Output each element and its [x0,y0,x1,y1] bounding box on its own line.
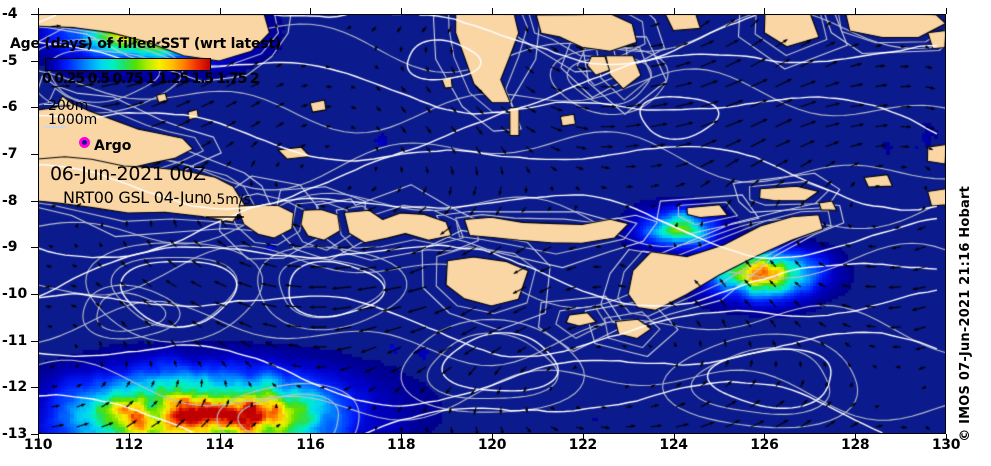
y-tick [31,434,38,435]
depth-1000-label: 1000m [48,112,98,128]
x-tick [38,434,39,440]
x-tick [128,434,130,440]
x-axis-label: 114 [205,437,234,453]
depth-1000-line-sample [44,126,66,128]
x-tick [401,434,403,440]
velocity-scale-arrow-icon [206,214,244,220]
datestamp-main: 06-Jun-2021 00Z [50,163,206,185]
x-tick [946,8,947,14]
x-tick [38,8,39,14]
x-tick [582,8,584,14]
x-tick [946,434,947,440]
y-tick [31,340,38,342]
y-tick [31,294,38,295]
x-tick [673,8,675,14]
x-tick [764,434,766,440]
colorbar-gradient [45,58,211,71]
x-axis-label: 118 [387,437,416,453]
argo-label: Argo [94,138,132,154]
y-axis-label: -12 [2,379,28,396]
x-tick [673,434,675,440]
x-tick [582,434,584,440]
y-axis-label: -4 [2,6,18,22]
x-tick [855,8,857,14]
credit-text: © IMOS 07-Jun-2021 21:16 Hobart [958,186,973,442]
y-tick [31,154,38,155]
depth-200-line-sample [44,104,66,105]
y-axis-label: -11 [2,332,28,349]
x-tick [219,434,221,440]
y-axis-label: -7 [2,146,18,162]
x-axis-label: 116 [296,437,325,453]
y-tick [31,387,38,389]
x-tick [310,434,312,440]
x-tick [855,434,857,440]
datestamp-sub: NRT00 GSL 04-Jun [63,188,204,207]
y-axis-label: -5 [2,52,18,69]
colorbar-title: Age (days) of filled SST (wrt latest) [10,36,282,52]
x-axis-label: 130 [931,437,961,453]
map-plot-area [38,14,946,434]
velocity-scale-label: 0.5m/s [203,192,251,208]
x-axis-label: 124 [659,437,688,453]
current-vector-layer [38,14,946,434]
y-tick [31,60,38,62]
x-axis-label: 122 [568,437,598,453]
y-tick [31,14,38,15]
x-tick [764,8,766,14]
x-axis-label: 110 [23,437,53,453]
y-axis-label: -10 [2,286,28,302]
x-axis-label: 126 [750,437,779,453]
colorbar-tick-labels: 0 0.25 0.5 0.75 1 1.25 1.5 1.75 2 [42,71,260,87]
y-tick [31,107,38,109]
argo-marker-icon [79,137,90,148]
x-tick [128,8,130,14]
x-tick [219,8,221,14]
y-axis-label: -9 [2,239,18,256]
y-axis-label: -6 [2,99,18,116]
x-tick [401,8,403,14]
y-tick [31,200,38,202]
y-axis-label: -8 [2,192,18,209]
y-tick [31,247,38,249]
x-axis-label: 120 [477,437,507,453]
depth-200-label: 200m [48,98,89,114]
x-tick [492,434,493,440]
x-tick [310,8,312,14]
x-axis-label: 128 [841,437,870,453]
y-axis-label: -13 [2,426,28,442]
x-axis-label: 112 [114,437,144,453]
x-tick [492,8,493,14]
